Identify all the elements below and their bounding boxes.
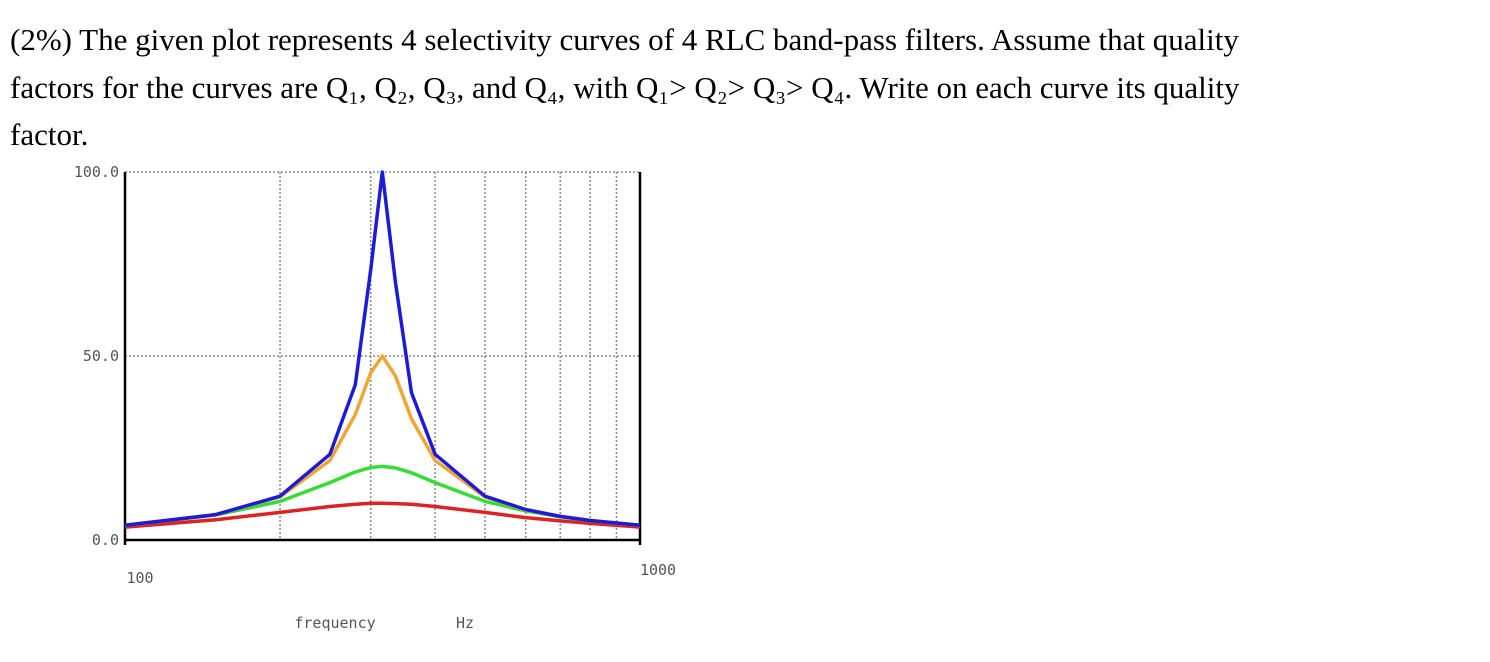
y-tick-label: 0.0 [92, 531, 119, 549]
x-axis-unit: Hz [456, 614, 474, 632]
x-tick-label: 100 [126, 569, 153, 587]
y-tick-label: 50.0 [83, 347, 119, 365]
x-tick-label: 1000 [640, 561, 676, 579]
question-line: factors for the curves are Q₁, Q₂, Q₃, a… [10, 70, 1240, 105]
curve [124, 170, 641, 528]
y-tick-label: 100.0 [74, 163, 119, 181]
x-axis-label: frequency [294, 614, 375, 632]
curve [124, 501, 641, 529]
question-line: (2%) The given plot represents 4 selecti… [10, 22, 1239, 57]
question-line: factor. [10, 117, 88, 152]
curve [124, 354, 641, 528]
